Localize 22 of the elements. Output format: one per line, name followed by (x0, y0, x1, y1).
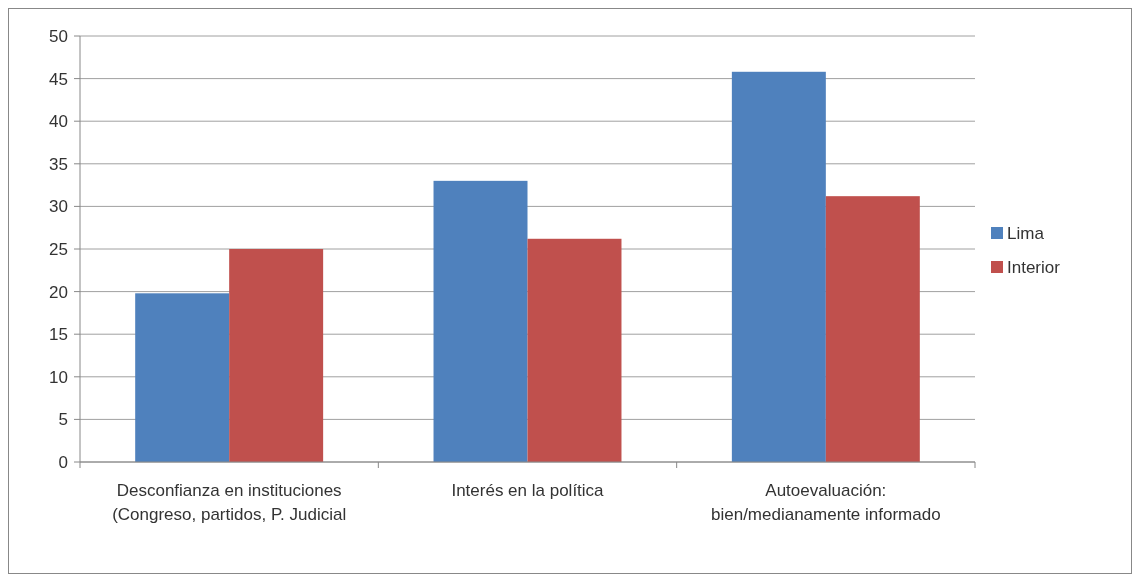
y-tick-label: 5 (58, 410, 68, 430)
bar (433, 180, 528, 462)
y-tick-label: 0 (58, 452, 68, 472)
y-tick-label: 45 (49, 69, 68, 89)
bar (135, 293, 230, 462)
x-tick-label: Desconfianza en instituciones (Congreso, partidos, P. Judicial (112, 481, 347, 524)
y-tick-label: 20 (49, 282, 68, 302)
y-tick-label: 30 (49, 197, 68, 217)
y-tick-label: 10 (49, 367, 68, 387)
bar (229, 249, 324, 462)
y-tick-label: 35 (49, 154, 68, 174)
y-tick-label: 40 (49, 112, 68, 132)
x-tick-label: Autoevaluación: bien/medianamente informado (711, 481, 941, 524)
y-tick-label: 25 (49, 239, 68, 259)
bar (825, 196, 920, 462)
y-tick-label: 50 (49, 26, 68, 46)
x-tick-label: Interés en la política (451, 481, 605, 500)
bar (527, 238, 622, 462)
legend-label: Lima (1007, 223, 1045, 243)
bar (731, 71, 826, 462)
y-tick-label: 15 (49, 325, 68, 345)
legend-label: Interior (1007, 257, 1061, 277)
